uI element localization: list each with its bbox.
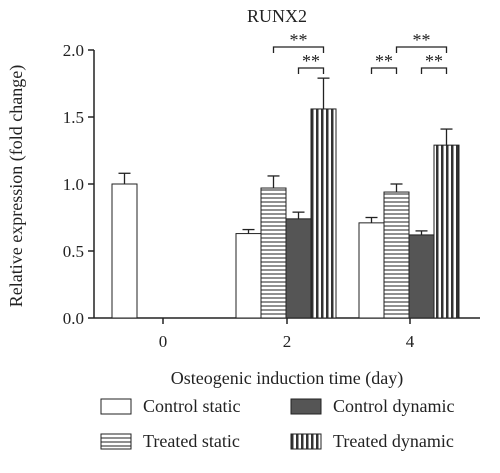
legend-label: Control dynamic [333,396,454,416]
y-tick-label: 1.5 [63,108,84,127]
bar-control-static-day-0 [111,183,138,319]
significance-brackets: **** ****** [272,30,448,74]
bar-treated-dynamic-day-4 [433,144,460,319]
significance-bracket [395,46,448,53]
y-ticks: 0.0 0.5 1.0 1.5 2.0 [63,41,94,328]
y-tick-label: 0.0 [63,309,84,328]
legend-label: Control static [143,396,241,416]
significance-bracket [272,46,325,53]
legend: Control static Treated static Control dyna… [100,396,454,451]
y-tick-label: 0.5 [63,242,84,261]
significance-label: ** [302,51,320,71]
bar-control-static-day-2 [235,233,262,319]
chart-title: RUNX2 [247,6,307,26]
x-tick-label: 2 [283,332,292,351]
significance-label: ** [290,30,308,50]
significance-bracket [297,67,325,74]
significance-bracket [370,67,398,74]
legend-swatch-control-static [100,398,132,415]
significance-label: ** [425,51,443,71]
legend-swatch-control-dynamic [290,398,322,415]
bar-treated-dynamic-day-2 [310,108,337,319]
x-ticks: 0 2 4 [159,318,415,351]
bar-control-dynamic-day-2 [285,218,312,319]
bar-control-static-day-4 [358,222,385,319]
legend-swatch-treated-static [100,433,132,450]
bars [111,77,460,319]
x-tick-label: 0 [159,332,168,351]
x-axis-label: Osteogenic induction time (day) [171,368,403,389]
legend-swatch-treated-dynamic [290,433,322,450]
bar-treated-static-day-2 [260,187,287,319]
significance-bracket [420,67,448,74]
y-tick-label: 2.0 [63,41,84,60]
bar-control-dynamic-day-4 [408,234,435,319]
legend-label: Treated static [143,431,240,451]
bar-treated-static-day-4 [383,191,410,319]
y-axis-label: Relative expression (fold change) [6,65,27,307]
significance-label: ** [375,51,393,71]
legend-label: Treated dynamic [333,431,454,451]
x-tick-label: 4 [406,332,415,351]
significance-label: ** [413,30,431,50]
y-tick-label: 1.0 [63,175,84,194]
